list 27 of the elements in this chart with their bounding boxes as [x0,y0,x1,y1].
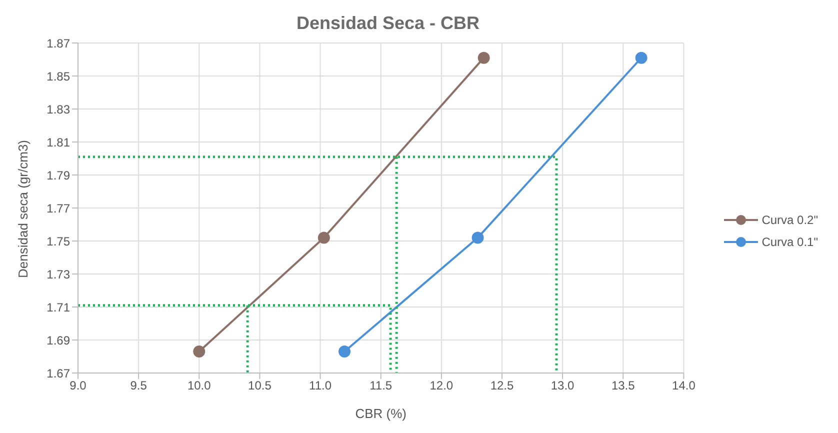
x-tick-label: 9.0 [70,378,87,393]
y-tick-label: 1.81 [46,135,70,150]
x-tick-label: 12.5 [490,378,514,393]
x-tick-label: 12.0 [430,378,454,393]
x-tick-label: 10.5 [248,378,272,393]
y-tick-label: 1.73 [46,267,70,282]
legend-label: Curva 0.1" [762,234,818,248]
y-tick-label: 1.71 [46,300,70,314]
y-tick-label: 1.69 [46,333,70,348]
y-tick-label: 1.75 [46,234,70,248]
x-tick-label: 13.5 [611,378,636,393]
x-tick-label: 11.0 [309,378,332,393]
x-axis-title: CBR (%) [355,406,406,421]
x-tick-label: 9.5 [130,378,148,393]
x-tick-label: 14.0 [672,378,696,393]
y-tick-label: 1.67 [46,366,70,380]
y-tick-label: 1.79 [46,168,70,182]
y-tick-label: 1.77 [46,201,70,216]
x-tick-label: 10.0 [187,378,212,393]
x-tick-label: 11.5 [370,378,392,393]
y-tick-label: 1.87 [46,36,70,50]
y-tick-label: 1.83 [46,102,70,116]
y-axis-title: Densidad seca (gr/cm3) [16,140,31,278]
legend-label: Curva 0.2" [762,212,818,226]
y-tick-label: 1.85 [46,69,70,84]
chart-title: Densidad Seca - CBR [295,12,481,35]
x-tick-label: 13.0 [550,378,575,393]
